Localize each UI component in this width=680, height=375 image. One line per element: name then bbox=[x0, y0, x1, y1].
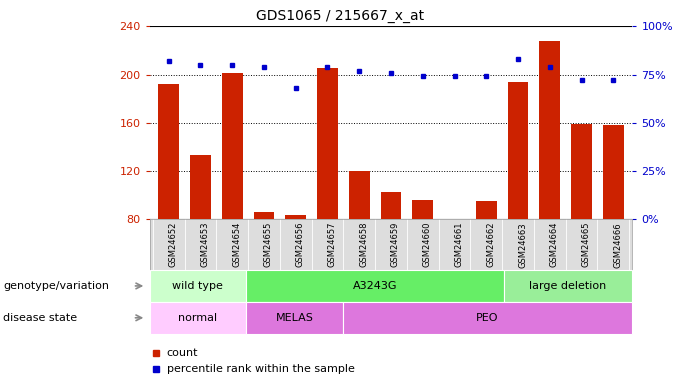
Bar bbox=[150, 270, 246, 302]
Bar bbox=[246, 302, 343, 334]
Text: GDS1065 / 215667_x_at: GDS1065 / 215667_x_at bbox=[256, 9, 424, 23]
Text: GSM24663: GSM24663 bbox=[518, 222, 527, 267]
Bar bbox=[381, 192, 401, 219]
Text: GSM24653: GSM24653 bbox=[201, 222, 209, 267]
Text: disease state: disease state bbox=[3, 313, 78, 323]
Text: GSM24666: GSM24666 bbox=[613, 222, 622, 267]
Text: A3243G: A3243G bbox=[353, 281, 397, 291]
Text: GSM24658: GSM24658 bbox=[359, 222, 369, 267]
Bar bbox=[286, 214, 306, 219]
Bar bbox=[190, 155, 211, 219]
Bar bbox=[413, 200, 433, 219]
Text: percentile rank within the sample: percentile rank within the sample bbox=[167, 364, 354, 374]
Text: GSM24665: GSM24665 bbox=[581, 222, 590, 267]
Bar bbox=[254, 212, 274, 219]
Bar bbox=[508, 82, 528, 219]
Text: GSM24652: GSM24652 bbox=[169, 222, 177, 267]
Bar bbox=[571, 124, 592, 219]
Bar bbox=[444, 219, 465, 222]
Text: large deletion: large deletion bbox=[530, 281, 607, 291]
Text: GSM24654: GSM24654 bbox=[232, 222, 241, 267]
Text: GSM24664: GSM24664 bbox=[550, 222, 559, 267]
Bar bbox=[349, 171, 369, 219]
Bar bbox=[504, 270, 632, 302]
Bar bbox=[343, 302, 632, 334]
Text: PEO: PEO bbox=[476, 313, 499, 323]
Text: GSM24657: GSM24657 bbox=[328, 222, 337, 267]
Text: normal: normal bbox=[178, 313, 218, 323]
Text: GSM24662: GSM24662 bbox=[486, 222, 495, 267]
Bar bbox=[539, 41, 560, 219]
Text: MELAS: MELAS bbox=[275, 313, 313, 323]
Text: wild type: wild type bbox=[173, 281, 223, 291]
Bar bbox=[158, 84, 179, 219]
Text: count: count bbox=[167, 348, 198, 357]
Text: GSM24661: GSM24661 bbox=[454, 222, 464, 267]
Text: genotype/variation: genotype/variation bbox=[3, 281, 109, 291]
Text: GSM24659: GSM24659 bbox=[391, 222, 400, 267]
Bar bbox=[317, 69, 338, 219]
Text: GSM24660: GSM24660 bbox=[423, 222, 432, 267]
Bar bbox=[476, 201, 496, 219]
Text: GSM24655: GSM24655 bbox=[264, 222, 273, 267]
Bar bbox=[603, 125, 624, 219]
Bar bbox=[246, 270, 504, 302]
Bar bbox=[222, 74, 243, 219]
Bar bbox=[150, 302, 246, 334]
Text: GSM24656: GSM24656 bbox=[296, 222, 305, 267]
